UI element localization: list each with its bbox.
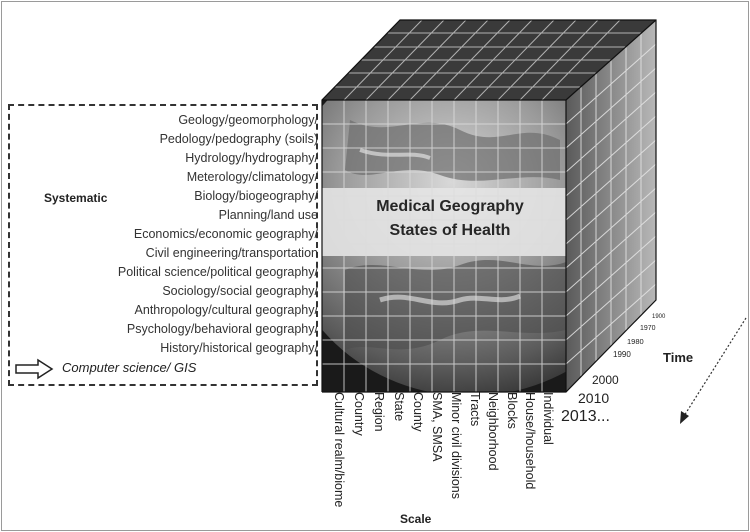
- scale-item: Cultural realm/biome: [332, 392, 346, 532]
- scale-item: SMA, SMSA: [430, 392, 444, 532]
- topic-item: Psychology/behavioral geography/: [126, 322, 318, 336]
- scale-item-text: Minor civil divisions: [449, 392, 463, 499]
- topic-item: Planning/land use: [218, 208, 318, 222]
- top-grid: [335, 19, 641, 101]
- topic-item: Anthropology/cultural geography/: [134, 303, 318, 317]
- systematic-label: Systematic: [44, 191, 108, 205]
- year-label: 1980: [627, 337, 644, 346]
- scale-item-text: Region: [372, 392, 386, 432]
- highlight-band: [322, 188, 566, 256]
- scale-item-text: County: [411, 392, 425, 432]
- time-axis-line: [683, 317, 747, 417]
- scale-item: Blocks: [505, 392, 519, 532]
- scale-item: Region: [372, 392, 386, 532]
- cube-title-line2: States of Health: [389, 222, 511, 239]
- topic-item: Sociology/social geography/: [162, 284, 318, 298]
- scale-item: Tracts: [468, 392, 482, 532]
- scale-item: Minor civil divisions: [449, 392, 463, 532]
- scale-item-text: State: [392, 392, 406, 422]
- topic-item: Meterology/climatology/: [186, 170, 318, 184]
- cube-title-line1: Medical Geography: [376, 198, 524, 215]
- scale-item-text: House/household: [523, 392, 537, 490]
- year-label: 2000: [592, 373, 619, 387]
- scale-item: Neighborhood: [486, 392, 500, 532]
- computer-science-label: Computer science/ GIS: [62, 360, 197, 375]
- scale-item: County: [411, 392, 425, 532]
- time-axis-label: Time: [663, 350, 694, 365]
- right-grid: [565, 33, 657, 377]
- scale-item-text: Cultural realm/biome: [332, 392, 346, 508]
- year-label: 1900: [652, 314, 666, 320]
- year-label: 2013...: [561, 408, 610, 425]
- scale-item-text: Country: [352, 392, 366, 436]
- scale-item-text: Blocks: [505, 392, 519, 429]
- scale-item-text: Individual: [541, 392, 555, 445]
- scale-item-text: SMA, SMSA: [430, 392, 444, 462]
- topic-item: Biology/biogeography/: [194, 189, 318, 203]
- front-grid: [322, 100, 566, 392]
- scale-axis-label: Scale: [400, 512, 432, 526]
- topic-item: History/historical geography/: [160, 341, 318, 355]
- topic-item: Hydrology/hydrography/: [185, 151, 318, 165]
- scale-item: State: [392, 392, 406, 532]
- scale-item: Individual: [541, 392, 555, 532]
- cube-title: Medical Geography States of Health: [339, 195, 561, 243]
- year-label: 2010: [578, 390, 610, 406]
- scale-item: House/household: [523, 392, 537, 532]
- topic-item: Geology/geomorphology/: [178, 113, 318, 127]
- topic-item: Civil engineering/transportation: [145, 246, 318, 260]
- cube-edges: [321, 19, 657, 393]
- topic-item: Economics/economic geography/: [133, 227, 318, 241]
- topic-item: Political science/political geography/: [117, 265, 318, 279]
- year-label: 1990: [613, 350, 631, 359]
- scale-item: Country: [352, 392, 366, 532]
- time-arrowhead: [680, 411, 689, 424]
- hollow-arrow-icon: [15, 358, 54, 380]
- year-label: 1970: [640, 325, 656, 332]
- scale-item-text: Neighborhood: [486, 392, 500, 471]
- topic-item: Pedology/pedography (soils): [159, 132, 318, 146]
- scale-item-text: Tracts: [468, 392, 482, 427]
- disciplines-box: [8, 104, 318, 386]
